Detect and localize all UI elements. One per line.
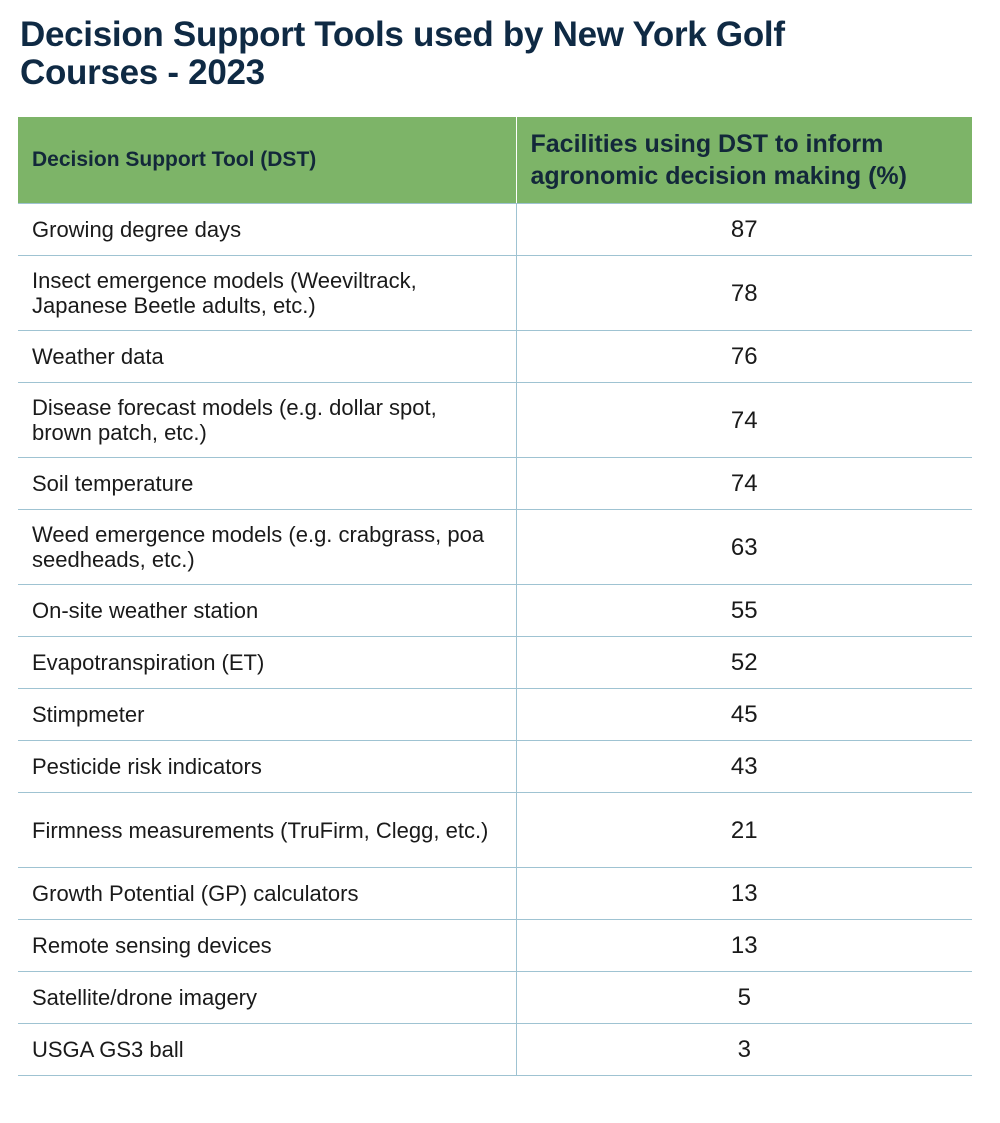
table-row: On-site weather station 55 — [18, 584, 972, 637]
table-row: Weather data 76 — [18, 330, 972, 383]
tool-cell: USGA GS3 ball — [18, 1023, 517, 1076]
percent-cell: 87 — [516, 203, 972, 256]
table-row: Satellite/drone imagery 5 — [18, 971, 972, 1024]
table-row: Evapotranspiration (ET) 52 — [18, 636, 972, 689]
tool-cell: Weather data — [18, 330, 517, 383]
table-row: Stimpmeter 45 — [18, 688, 972, 741]
percent-cell: 13 — [516, 867, 972, 920]
table-row: Remote sensing devices 13 — [18, 919, 972, 972]
percent-cell: 43 — [516, 740, 972, 793]
tool-cell: On-site weather station — [18, 584, 517, 637]
tool-cell: Firmness measurements (TruFirm, Clegg, e… — [18, 792, 517, 868]
tool-cell: Growth Potential (GP) calculators — [18, 867, 517, 920]
percent-cell: 55 — [516, 584, 972, 637]
table-row: Growth Potential (GP) calculators 13 — [18, 867, 972, 920]
tool-cell: Evapotranspiration (ET) — [18, 636, 517, 689]
table-row: Soil temperature 74 — [18, 457, 972, 510]
percent-cell: 5 — [516, 971, 972, 1024]
page-title: Decision Support Tools used by New York … — [20, 15, 785, 92]
percent-cell: 52 — [516, 636, 972, 689]
tool-cell: Disease forecast models (e.g. dollar spo… — [18, 382, 517, 458]
table-row: Insect emergence models (Weeviltrack, Ja… — [18, 255, 972, 331]
percent-cell: 13 — [516, 919, 972, 972]
tool-cell: Growing degree days — [18, 203, 517, 256]
percent-cell: 78 — [516, 255, 972, 331]
tool-cell: Remote sensing devices — [18, 919, 517, 972]
tool-cell: Pesticide risk indicators — [18, 740, 517, 793]
header-percent: Facilities using DST to inform agronomic… — [516, 117, 972, 204]
percent-cell: 45 — [516, 688, 972, 741]
table-row: Pesticide risk indicators 43 — [18, 740, 972, 793]
percent-cell: 76 — [516, 330, 972, 383]
table-row: Weed emergence models (e.g. crabgrass, p… — [18, 509, 972, 585]
percent-cell: 63 — [516, 509, 972, 585]
tool-cell: Stimpmeter — [18, 688, 517, 741]
tool-cell: Soil temperature — [18, 457, 517, 510]
tool-cell: Weed emergence models (e.g. crabgrass, p… — [18, 509, 517, 585]
table-row: Firmness measurements (TruFirm, Clegg, e… — [18, 792, 972, 868]
tool-cell: Insect emergence models (Weeviltrack, Ja… — [18, 255, 517, 331]
table-header-row: Decision Support Tool (DST) Facilities u… — [18, 117, 972, 204]
percent-cell: 74 — [516, 457, 972, 510]
percent-cell: 21 — [516, 792, 972, 868]
tool-cell: Satellite/drone imagery — [18, 971, 517, 1024]
percent-cell: 3 — [516, 1023, 972, 1076]
table-row: USGA GS3 ball 3 — [18, 1023, 972, 1076]
percent-cell: 74 — [516, 382, 972, 458]
table-row: Disease forecast models (e.g. dollar spo… — [18, 382, 972, 458]
dst-table: Decision Support Tool (DST) Facilities u… — [18, 117, 972, 1076]
table-row: Growing degree days 87 — [18, 203, 972, 256]
header-tool: Decision Support Tool (DST) — [18, 117, 517, 204]
